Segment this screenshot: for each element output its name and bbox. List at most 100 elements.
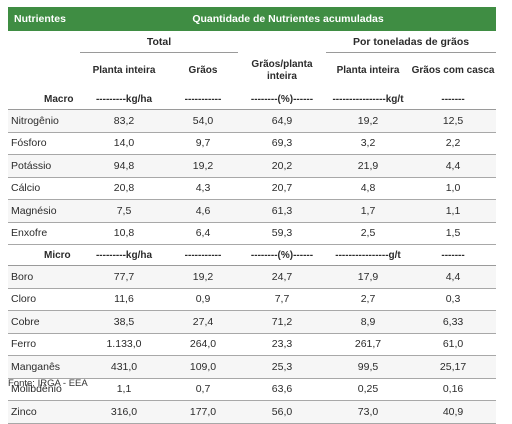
column-header-row: Planta inteira Grãos Grãos/planta inteir… bbox=[8, 53, 496, 90]
nutrient-name: Fósforo bbox=[8, 132, 80, 155]
nutrient-name: Cálcio bbox=[8, 177, 80, 200]
table-cell: 2,2 bbox=[410, 132, 497, 155]
table-row: Ferro 1.133,0 264,0 23,3 261,7 61,0 bbox=[8, 333, 497, 356]
table-cell: 1.133,0 bbox=[80, 333, 168, 356]
micro-unit: ----------------g/t bbox=[326, 244, 410, 266]
table-cell: 40,9 bbox=[410, 400, 497, 424]
micro-label: Micro bbox=[8, 244, 80, 266]
table-cell: 2,5 bbox=[326, 222, 410, 245]
table-row: Potássio 94,8 19,2 20,2 21,9 4,4 bbox=[8, 154, 497, 178]
table-cell: 6,4 bbox=[168, 222, 238, 245]
nutrient-name: Enxofre bbox=[8, 222, 80, 245]
table-row: Manganês 431,0 109,0 25,3 99,5 25,17 bbox=[8, 355, 497, 379]
table-cell: 2,7 bbox=[326, 288, 410, 311]
table-cell: 9,7 bbox=[168, 132, 238, 155]
subheader-total: Total bbox=[80, 31, 238, 53]
table-cell: 4,4 bbox=[410, 265, 497, 289]
macro-unit: ----------------kg/t bbox=[326, 89, 410, 110]
table-cell: 7,7 bbox=[238, 288, 326, 311]
table-cell: 0,16 bbox=[410, 378, 497, 401]
table-cell: 69,3 bbox=[238, 132, 326, 155]
table-cell: 99,5 bbox=[326, 355, 410, 379]
table-cell: 17,9 bbox=[326, 265, 410, 289]
table-row: Cloro 11,6 0,9 7,7 2,7 0,3 bbox=[8, 288, 497, 311]
table-cell: 20,8 bbox=[80, 177, 168, 200]
table-cell: 264,0 bbox=[168, 333, 238, 356]
nutrient-name: Ferro bbox=[8, 333, 80, 356]
table-row: Molibdênio 1,1 0,7 63,6 0,25 0,16 bbox=[8, 378, 497, 401]
nutrient-name: Nitrogênio bbox=[8, 109, 80, 133]
table-row: Cobre 38,5 27,4 71,2 8,9 6,33 bbox=[8, 310, 497, 334]
table-cell: 27,4 bbox=[168, 310, 238, 334]
subheader-row: Total Por toneladas de grãos bbox=[8, 31, 497, 53]
table-cell: 1,7 bbox=[326, 199, 410, 223]
table-cell: 6,33 bbox=[410, 310, 497, 334]
table-cell: 3,2 bbox=[326, 132, 410, 155]
table-cell: 24,7 bbox=[238, 265, 326, 289]
table-cell: 4,4 bbox=[410, 154, 497, 178]
table-cell: 59,3 bbox=[238, 222, 326, 245]
table-cell: 0,3 bbox=[410, 288, 497, 311]
table-cell: 94,8 bbox=[80, 154, 168, 178]
macro-unit: ----------- bbox=[168, 89, 238, 110]
table-cell: 20,7 bbox=[238, 177, 326, 200]
micro-unit: ----------- bbox=[168, 244, 238, 266]
table-cell: 19,2 bbox=[326, 109, 410, 133]
table-cell: 1,1 bbox=[80, 378, 168, 401]
table-cell: 1,1 bbox=[410, 199, 497, 223]
table-cell: 20,2 bbox=[238, 154, 326, 178]
header-quantidade: Quantidade de Nutrientes acumuladas bbox=[80, 7, 497, 31]
source-note: Fonte: IRGA - EEA bbox=[8, 378, 88, 389]
col-planta-inteira-t: Planta inteira bbox=[336, 65, 400, 76]
micro-unit: ---------kg/ha bbox=[80, 244, 168, 266]
table-title-row: Nutrientes Quantidade de Nutrientes acum… bbox=[8, 7, 497, 31]
col-graos-casca: Grãos com casca bbox=[411, 65, 495, 76]
table-cell: 19,2 bbox=[168, 154, 238, 178]
table-cell: 38,5 bbox=[80, 310, 168, 334]
micro-unit: ------- bbox=[410, 244, 497, 266]
table-cell: 0,9 bbox=[168, 288, 238, 311]
table-cell: 316,0 bbox=[80, 400, 168, 424]
macro-unit: ------- bbox=[410, 89, 497, 110]
table-cell: 21,9 bbox=[326, 154, 410, 178]
table-cell: 61,3 bbox=[238, 199, 326, 223]
nutrient-name: Boro bbox=[8, 265, 80, 289]
table-cell: 25,3 bbox=[238, 355, 326, 379]
table-cell: 4,3 bbox=[168, 177, 238, 200]
nutrient-name: Manganês bbox=[8, 355, 80, 379]
nutrient-table-container: Nutrientes Quantidade de Nutrientes acum… bbox=[8, 7, 497, 424]
table-cell: 61,0 bbox=[410, 333, 497, 356]
table-row: Cálcio 20,8 4,3 20,7 4,8 1,0 bbox=[8, 177, 497, 200]
table-cell: 0,25 bbox=[326, 378, 410, 401]
table-cell: 7,5 bbox=[80, 199, 168, 223]
subheader-por-tonelada: Por toneladas de grãos bbox=[326, 31, 497, 53]
nutrient-name: Molibdênio bbox=[8, 378, 80, 401]
table-cell: 56,0 bbox=[238, 400, 326, 424]
table-cell: 19,2 bbox=[168, 265, 238, 289]
header-nutrientes: Nutrientes bbox=[8, 7, 80, 31]
table-cell: 54,0 bbox=[168, 109, 238, 133]
table-cell: 25,17 bbox=[410, 355, 497, 379]
table-cell: 4,8 bbox=[326, 177, 410, 200]
nutrient-table: Nutrientes Quantidade de Nutrientes acum… bbox=[8, 7, 497, 424]
macro-label: Macro bbox=[8, 89, 80, 110]
macro-section-header: Macro ---------kg/ha ----------- --------(%… bbox=[8, 89, 497, 110]
table-cell: 177,0 bbox=[168, 400, 238, 424]
table-cell: 1,0 bbox=[410, 177, 497, 200]
macro-unit: --------(%)------ bbox=[238, 89, 326, 110]
col-graos-planta: Grãos/planta inteira bbox=[251, 58, 313, 82]
table-cell: 261,7 bbox=[326, 333, 410, 356]
table-cell: 4,6 bbox=[168, 199, 238, 223]
table-cell: 83,2 bbox=[80, 109, 168, 133]
table-row: Zinco 316,0 177,0 56,0 73,0 40,9 bbox=[8, 400, 497, 424]
col-planta-inteira: Planta inteira bbox=[92, 65, 156, 76]
table-row: Nitrogênio 83,2 54,0 64,9 19,2 12,5 bbox=[8, 109, 497, 133]
table-cell: 109,0 bbox=[168, 355, 238, 379]
nutrient-name: Magnésio bbox=[8, 199, 80, 223]
table-cell: 8,9 bbox=[326, 310, 410, 334]
macro-unit: ---------kg/ha bbox=[80, 89, 168, 110]
table-row: Enxofre 10,8 6,4 59,3 2,5 1,5 bbox=[8, 222, 497, 245]
nutrient-name: Zinco bbox=[8, 400, 80, 424]
col-graos: Grãos bbox=[188, 65, 218, 76]
table-row: Magnésio 7,5 4,6 61,3 1,7 1,1 bbox=[8, 199, 497, 223]
